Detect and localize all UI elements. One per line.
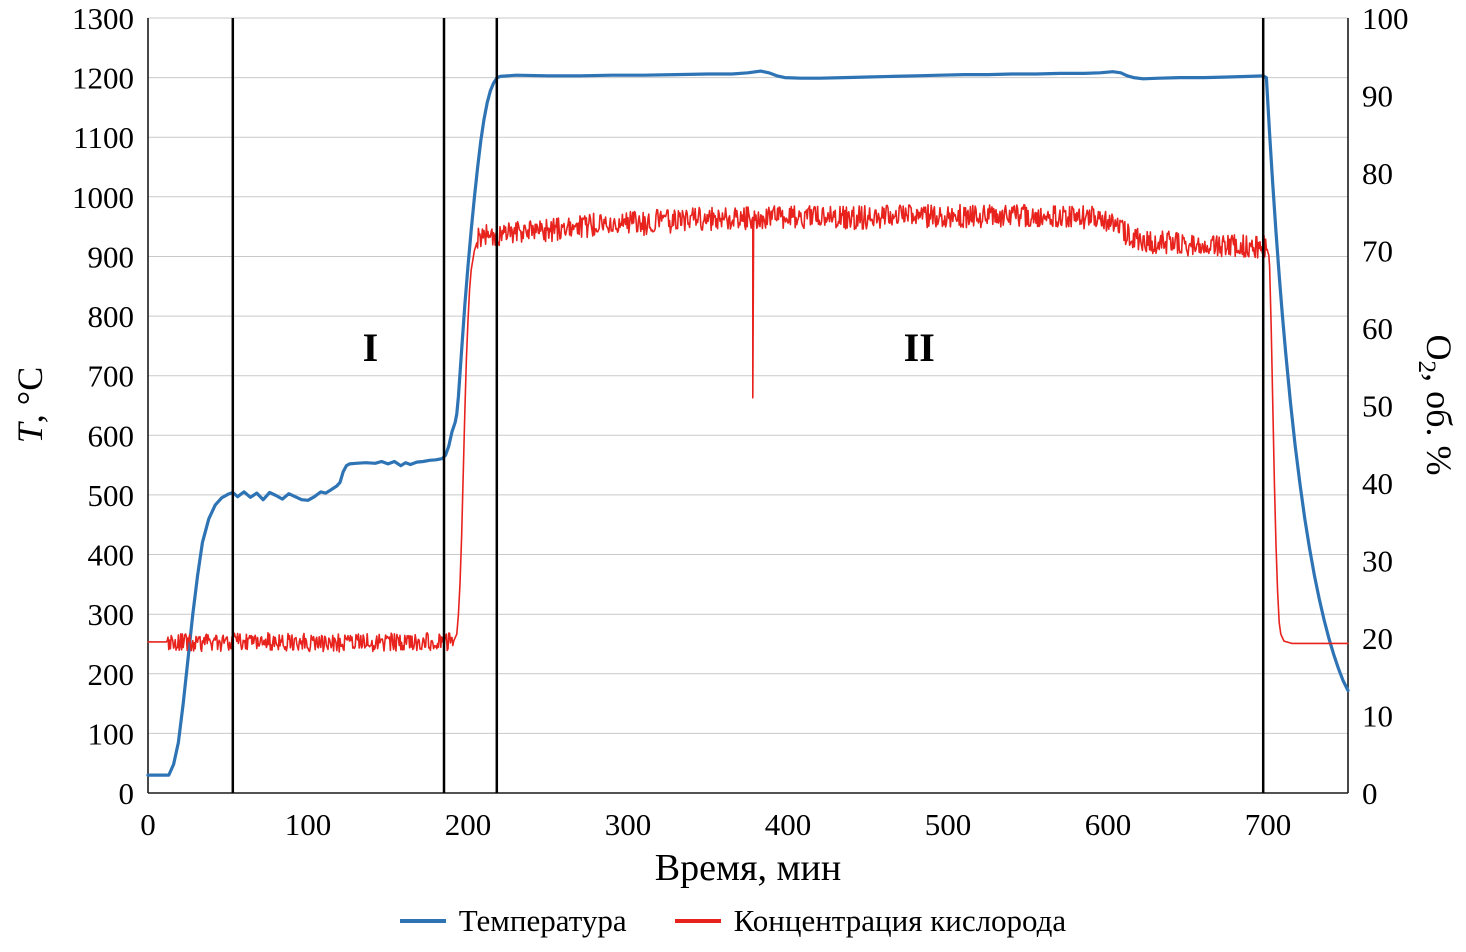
stage-divider-lines (231, 18, 1265, 793)
svg-text:1000: 1000 (72, 180, 134, 215)
svg-text:900: 900 (88, 240, 135, 275)
svg-text:0: 0 (119, 776, 135, 811)
svg-text:I: I (363, 325, 379, 370)
axes-frame (147, 18, 1349, 794)
region-labels: I II (363, 325, 935, 370)
svg-text:200: 200 (445, 807, 492, 842)
svg-text:10: 10 (1362, 699, 1393, 734)
oxygen-line (147, 203, 1349, 653)
oxygen-legend-swatch (674, 919, 721, 923)
svg-text:100: 100 (285, 807, 332, 842)
svg-text:700: 700 (1245, 807, 1292, 842)
svg-text:1100: 1100 (73, 120, 134, 155)
temperature-legend-swatch (399, 919, 446, 923)
svg-text:1200: 1200 (72, 61, 134, 96)
svg-text:100: 100 (1362, 1, 1409, 36)
svg-text:40: 40 (1362, 466, 1393, 501)
svg-text:700: 700 (88, 359, 135, 394)
svg-text:500: 500 (88, 478, 135, 513)
left-axis-title-unit: , °C (10, 366, 50, 424)
svg-text:400: 400 (88, 538, 135, 573)
svg-text:0: 0 (1362, 776, 1378, 811)
left-axis-title-symbol: T (10, 423, 50, 444)
svg-text:50: 50 (1362, 389, 1393, 424)
left-y-tick-labels: 0 100 200 300 400 500 600 700 800 900 1000 1100 1200… (72, 1, 134, 811)
svg-text:200: 200 (88, 657, 135, 692)
svg-text:60: 60 (1362, 311, 1393, 346)
right-axis-title: O2, об. % (1412, 335, 1460, 476)
legend-item-temperature: Температура (399, 903, 627, 939)
legend-item-oxygen: Концентрация кислорода (674, 903, 1067, 939)
left-axis-title: T, °C (9, 367, 51, 443)
svg-text:1300: 1300 (72, 1, 134, 36)
right-axis-title-subscript: 2 (1412, 360, 1440, 374)
legend: Температура Концентрация кислорода (0, 903, 1466, 939)
x-tick-labels: 0 100 200 300 400 500 600 700 (140, 807, 1291, 842)
svg-text:90: 90 (1362, 79, 1393, 114)
svg-text:500: 500 (925, 807, 972, 842)
svg-text:600: 600 (1085, 807, 1132, 842)
svg-text:600: 600 (88, 418, 135, 453)
svg-text:20: 20 (1362, 621, 1393, 656)
svg-text:100: 100 (88, 716, 135, 751)
svg-text:400: 400 (765, 807, 812, 842)
oxygen-legend-label: Концентрация кислорода (733, 903, 1067, 938)
right-axis-title-unit: , об. % (1419, 373, 1460, 476)
svg-text:II: II (904, 325, 935, 370)
svg-text:70: 70 (1362, 234, 1393, 269)
svg-text:300: 300 (88, 597, 135, 632)
temperature-line (146, 69, 1350, 777)
svg-text:30: 30 (1362, 544, 1393, 579)
x-axis-title: Время, мин (654, 847, 842, 889)
temperature-legend-label: Температура (458, 903, 627, 938)
gridlines (148, 17, 1348, 794)
svg-text:800: 800 (88, 299, 135, 334)
right-y-tick-labels: 0 10 20 30 40 50 60 70 80 90 100 (1362, 1, 1409, 811)
svg-text:80: 80 (1362, 156, 1393, 191)
right-axis-title-symbol: O (1419, 334, 1460, 361)
svg-text:0: 0 (140, 807, 156, 842)
svg-text:300: 300 (605, 807, 652, 842)
